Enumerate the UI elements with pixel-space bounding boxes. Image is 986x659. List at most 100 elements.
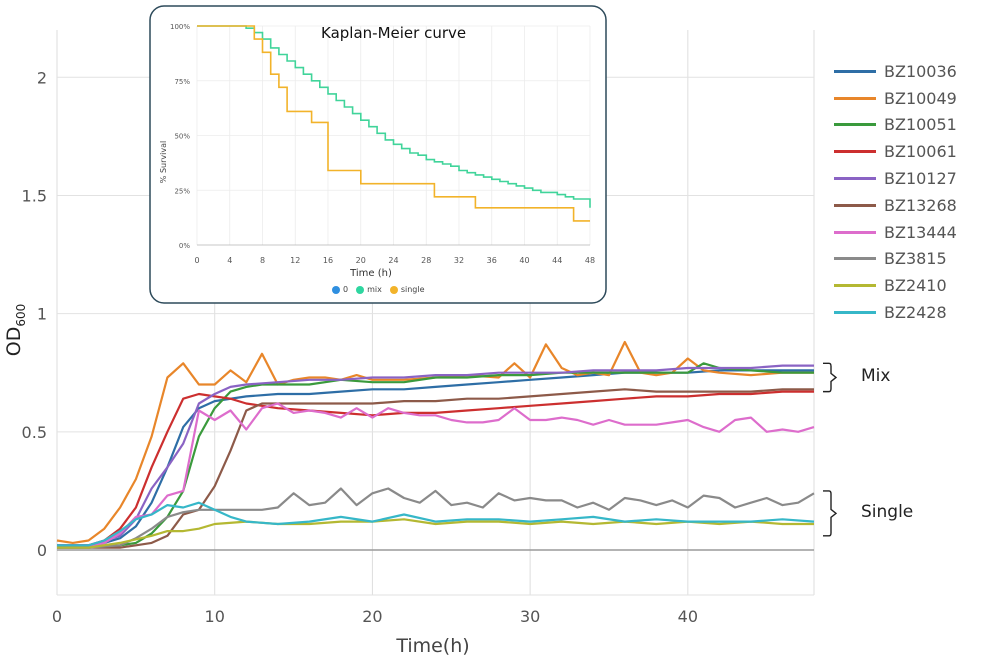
main-y-tick-label: 1.5	[22, 186, 47, 205]
inset-y-tick-label: 100%	[170, 23, 190, 31]
legend-swatch	[834, 230, 876, 234]
ylabel-base: OD	[3, 327, 25, 357]
series-line-bz3815	[57, 487, 815, 549]
legend-label: BZ10051	[884, 115, 957, 135]
inset-legend-dot	[356, 285, 365, 294]
inset-legend-label: 0	[343, 285, 349, 294]
series-line-bz13444	[57, 402, 815, 549]
legend-swatch	[834, 203, 876, 207]
legend-item-bz2410: BZ2410	[834, 272, 984, 299]
main-x-tick-label: 40	[678, 607, 698, 626]
main-y-tick-label: 0	[37, 541, 47, 560]
main-y-tick-label: 2	[37, 68, 47, 87]
main-x-tick-label: 10	[205, 607, 225, 626]
legend-label: BZ13268	[884, 195, 957, 215]
legend-item-bz10061: BZ10061	[834, 138, 984, 165]
inset-y-tick-label: 25%	[174, 187, 190, 195]
kaplan-meier-inset: 0 4 8 12 16 20 24 28 32 36 40 44 480%25%50%75%100% T…	[149, 5, 607, 304]
bracket-label-mix: Mix	[861, 366, 891, 387]
legend-swatch	[834, 177, 876, 181]
main-chart-series	[56, 340, 815, 549]
main-x-tick-label: 0	[52, 607, 62, 626]
inset-legend-dot	[389, 285, 398, 294]
bracket-mix	[823, 362, 838, 393]
inset-y-tick-label: 50%	[174, 133, 190, 141]
legend-item-bz10049: BZ10049	[834, 85, 984, 112]
series-line-bz2428	[57, 501, 815, 547]
inset-x-tick-label: 36	[487, 256, 497, 265]
km-series-single	[197, 25, 590, 222]
inset-legend-item-0: 0	[332, 285, 348, 294]
main-chart-legend: BZ10036 BZ10049 BZ10051 BZ10061 BZ10127 BZ132…	[834, 58, 984, 326]
legend-swatch	[834, 96, 876, 100]
inset-legend-item-single: single	[389, 285, 425, 294]
legend-swatch	[834, 69, 876, 73]
inset-x-tick-label: 32	[454, 256, 464, 265]
main-y-axis-label: OD600	[3, 304, 28, 357]
legend-item-bz10051: BZ10051	[834, 112, 984, 139]
series-line-bz2410	[57, 518, 814, 549]
inset-x-tick-label: 40	[519, 256, 529, 265]
legend-label: BZ10127	[884, 169, 957, 189]
inset-y-axis-label: % Survival	[159, 141, 168, 183]
main-chart-brackets	[823, 362, 838, 537]
inset-x-tick-label: 20	[356, 256, 366, 265]
inset-x-axis-label: Time (h)	[349, 268, 392, 279]
inset-title: Kaplan-Meier curve	[321, 24, 467, 42]
series-line-bz10049	[56, 340, 814, 545]
legend-label: BZ2428	[884, 303, 947, 323]
legend-swatch	[834, 150, 876, 154]
inset-x-tick-label: 48	[585, 256, 595, 265]
inset-legend-label: mix	[367, 285, 382, 294]
main-x-axis-label: Time(h)	[395, 635, 469, 657]
inset-x-tick-label: 16	[323, 256, 333, 265]
legend-label: BZ13444	[884, 222, 957, 242]
inset-legend: 0 mix single	[332, 285, 433, 294]
inset-panel	[149, 5, 607, 304]
inset-legend-dot	[332, 285, 340, 294]
legend-item-bz2428: BZ2428	[834, 299, 984, 326]
main-y-tick-label: 0.5	[22, 423, 47, 442]
main-x-tick-label: 20	[362, 607, 382, 626]
inset-y-tick-label: 75%	[174, 78, 190, 86]
legend-swatch	[834, 284, 876, 288]
legend-swatch	[834, 257, 876, 261]
inset-x-tick-label: 44	[552, 256, 562, 265]
legend-label: BZ2410	[884, 276, 947, 296]
inset-y-tick-label: 0%	[179, 242, 190, 250]
legend-item-bz10127: BZ10127	[834, 165, 984, 192]
legend-item-bz13444: BZ13444	[834, 219, 984, 246]
inset-legend-item-mix: mix	[356, 285, 382, 294]
legend-label: BZ3815	[884, 249, 947, 269]
series-line-bz10036	[57, 369, 814, 547]
inset-x-tick-label: 24	[388, 256, 398, 265]
series-line-bz10061	[57, 390, 814, 547]
legend-label: BZ10061	[884, 142, 957, 162]
legend-label: BZ10049	[884, 88, 957, 108]
inset-x-tick-label: 4	[227, 256, 232, 265]
inset-x-tick-label: 12	[290, 256, 300, 265]
inset-chart-axes: 0 4 8 12 16 20 24 28 32 36 40 44 480%25%50%75%100%	[170, 23, 595, 265]
legend-item-bz13268: BZ13268	[834, 192, 984, 219]
inset-x-tick-label: 0	[194, 256, 199, 265]
bracket-single	[823, 490, 838, 537]
legend-item-bz10036: BZ10036	[834, 58, 984, 85]
inset-x-tick-label: 28	[421, 256, 431, 265]
series-line-bz10127	[57, 364, 814, 547]
legend-swatch	[834, 123, 876, 127]
legend-label: BZ10036	[884, 61, 957, 81]
main-x-tick-label: 30	[520, 607, 540, 626]
bracket-label-single: Single	[861, 502, 914, 523]
inset-x-tick-label: 8	[260, 256, 265, 265]
legend-swatch	[834, 311, 876, 315]
inset-chart-grid	[196, 25, 591, 246]
km-series-mix	[197, 25, 591, 208]
inset-legend-label: single	[400, 285, 425, 294]
inset-chart-series	[197, 25, 591, 222]
ylabel-subscript: 600	[14, 304, 28, 327]
series-line-bz13268	[57, 388, 814, 549]
legend-item-bz3815: BZ3815	[834, 246, 984, 273]
main-y-tick-label: 1	[37, 305, 47, 324]
